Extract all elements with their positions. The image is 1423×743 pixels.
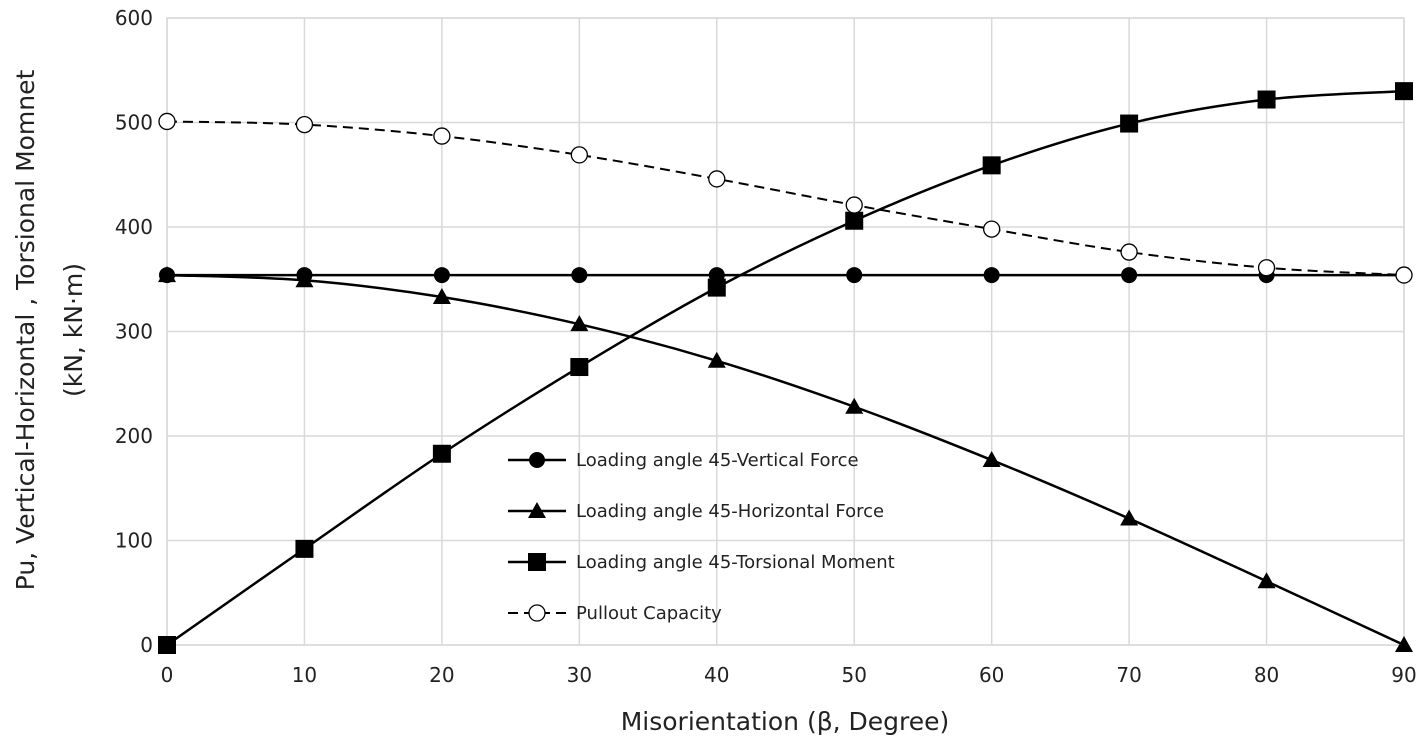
data-point-horizontal-force <box>1257 572 1276 589</box>
y-tick-label: 0 <box>140 633 153 657</box>
data-point-vertical-force <box>983 267 1000 284</box>
x-tick-label: 30 <box>567 663 592 687</box>
legend-item-vertical-force: Loading angle 45-Vertical Force <box>508 450 859 471</box>
legend-label-horizontal-force: Loading angle 45-Horizontal Force <box>576 501 884 522</box>
data-point-pullout-capacity <box>570 146 588 164</box>
data-point-pullout-capacity <box>158 112 176 131</box>
legend-label-torsional-moment: Loading angle 45-Torsional Moment <box>576 552 895 573</box>
data-point-vertical-force <box>433 267 450 284</box>
data-point-horizontal-force <box>1120 509 1139 526</box>
legend-label-pullout-capacity: Pullout Capacity <box>576 603 722 624</box>
y-tick-label: 400 <box>115 215 153 239</box>
data-point-torsional-moment <box>1120 114 1139 133</box>
data-point-pullout-capacity <box>433 127 451 145</box>
y-axis-title-line-1: Pu, Vertical-Horizontal , Torsional Momn… <box>11 69 40 590</box>
data-point-torsional-moment <box>570 358 589 377</box>
legend-marker-torsional-moment <box>528 553 546 571</box>
series-horizontal-force <box>158 266 1413 652</box>
data-point-horizontal-force <box>982 451 1001 468</box>
data-point-horizontal-force <box>432 288 451 305</box>
legend-item-horizontal-force: Loading angle 45-Horizontal Force <box>508 501 884 522</box>
data-point-pullout-capacity <box>1120 243 1138 261</box>
data-point-vertical-force <box>571 267 588 284</box>
data-point-torsional-moment <box>295 539 314 558</box>
data-point-pullout-capacity <box>983 220 1001 238</box>
data-point-vertical-force <box>846 267 863 284</box>
data-point-torsional-moment <box>1395 82 1413 101</box>
data-point-pullout-capacity <box>1257 259 1276 277</box>
x-tick-label: 70 <box>1116 663 1141 687</box>
data-point-pullout-capacity <box>845 196 863 214</box>
data-point-horizontal-force <box>570 315 589 332</box>
x-axis-title: Misorientation (β, Degree) <box>621 707 950 736</box>
data-point-torsional-moment <box>158 636 176 654</box>
legend-marker-vertical-force <box>529 452 545 468</box>
data-point-torsional-moment <box>982 156 1001 175</box>
x-tick-label: 20 <box>429 663 454 687</box>
series-torsional-moment <box>158 82 1413 654</box>
grid <box>166 17 1405 646</box>
series-vertical-force <box>159 267 1412 284</box>
data-point-horizontal-force <box>1395 636 1413 652</box>
data-point-vertical-force <box>1121 267 1138 284</box>
y-tick-label: 600 <box>115 6 153 30</box>
y-axis-title-line-2: (kN, kN·m) <box>59 263 88 397</box>
data-point-torsional-moment <box>432 444 451 463</box>
x-tick-label: 40 <box>704 663 729 687</box>
data-point-horizontal-force <box>158 266 176 283</box>
axes: 0 100 200 300 400 500 600 0 10 20 30 40 50 60 70 80 90 <box>115 6 1417 687</box>
data-point-pullout-capacity <box>708 170 726 188</box>
data-point-pullout-capacity <box>1395 266 1413 284</box>
data-point-horizontal-force <box>845 397 864 414</box>
x-tick-label: 60 <box>979 663 1004 687</box>
data-point-torsional-moment <box>1257 90 1276 109</box>
legend-label-vertical-force: Loading angle 45-Vertical Force <box>576 450 859 471</box>
legend: Loading angle 45-Vertical Force Loading a… <box>508 450 895 624</box>
x-tick-label: 80 <box>1254 663 1279 687</box>
series-pullout-capacity <box>158 112 1413 284</box>
series-line-horizontal-force <box>166 273 1405 647</box>
y-tick-label: 300 <box>115 320 153 344</box>
data-point-horizontal-force <box>295 271 314 288</box>
legend-item-torsional-moment: Loading angle 45-Torsional Moment <box>508 552 895 573</box>
series-layer <box>158 82 1413 654</box>
legend-marker-pullout-capacity <box>528 604 546 622</box>
series-line-torsional-moment <box>166 89 1405 647</box>
x-tick-label: 90 <box>1391 663 1416 687</box>
x-tick-label: 0 <box>161 663 174 687</box>
series-line-pullout-capacity <box>166 120 1405 277</box>
data-point-pullout-capacity <box>295 115 314 134</box>
y-tick-label: 200 <box>115 424 153 448</box>
data-point-horizontal-force <box>707 351 726 368</box>
x-tick-label: 50 <box>841 663 866 687</box>
y-tick-label: 500 <box>115 111 153 135</box>
legend-marker-horizontal-force <box>528 502 546 518</box>
plot-frame <box>166 17 1405 646</box>
x-tick-label: 10 <box>292 663 317 687</box>
data-point-torsional-moment <box>845 211 864 230</box>
data-point-torsional-moment <box>707 278 726 297</box>
legend-item-pullout-capacity: Pullout Capacity <box>508 603 722 624</box>
y-tick-label: 100 <box>115 529 153 553</box>
